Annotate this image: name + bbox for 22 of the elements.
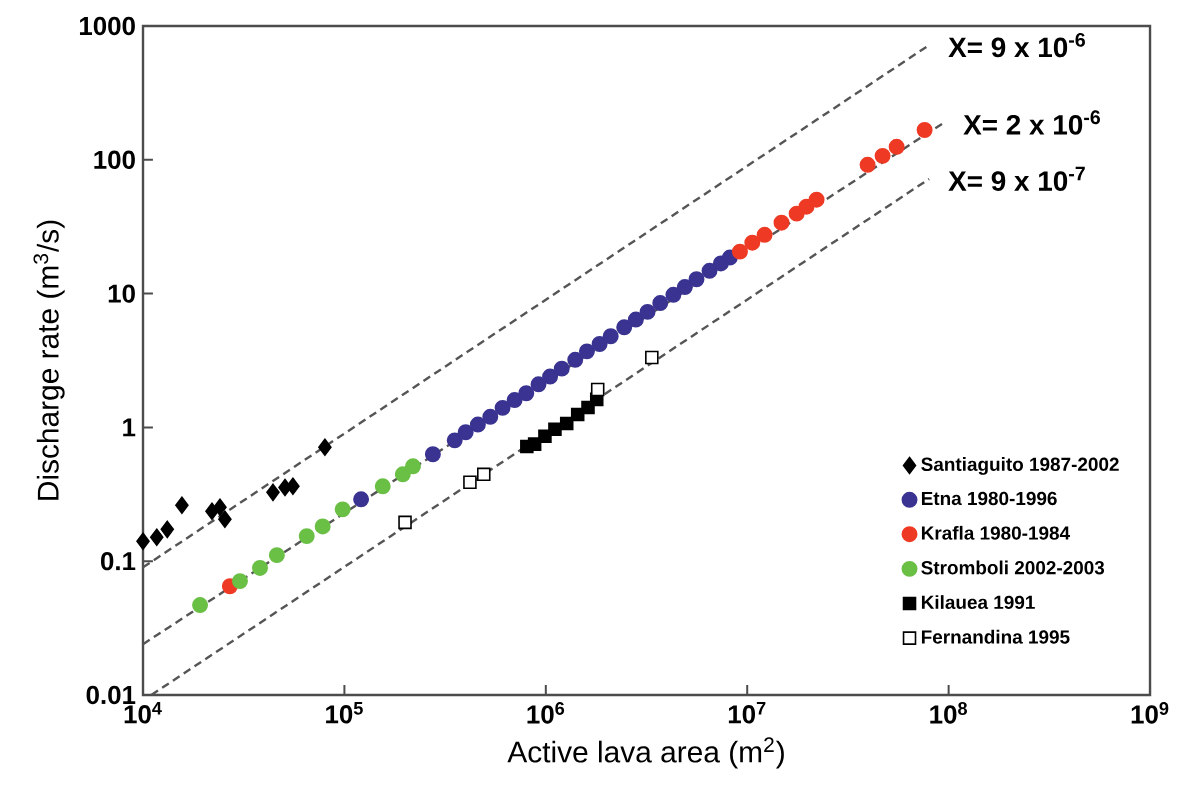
y-tick-label: 1 (123, 418, 136, 437)
y-axis-title: Discharge rate (m$^{3}$/s) (33, 220, 65, 500)
annotation: X= 9 x 10$^{-6}$ (948, 32, 1085, 58)
annotation: X= 2 x 10$^{-6}$ (963, 110, 1100, 135)
legend-label: Santiaguito 1987-2002 (921, 457, 1119, 475)
x-tick-label: 10$^{9}$ (1131, 702, 1169, 724)
x-axis-title: Active lava area (m$^{2}$) (507, 737, 784, 769)
x-tick-label: 10$^{7}$ (728, 702, 766, 724)
x-tick-label: 10$^{6}$ (527, 702, 565, 724)
y-tick-label: 0.01 (86, 685, 136, 705)
legend-label: Krafla 1980-1984 (921, 525, 1070, 540)
y-tick-label: 100 (94, 150, 135, 169)
legend-label: Kilauea 1991 (921, 595, 1035, 610)
y-tick-label: 1000 (79, 16, 135, 36)
legend-label: Fernandina 1995 (921, 629, 1070, 644)
annotation: X= 9 x 10$^{-7}$ (948, 166, 1085, 191)
y-tick-label: 0.1 (100, 552, 136, 571)
legend-label: Stromboli 2002-2003 (921, 560, 1105, 575)
x-tick-label: 10$^{8}$ (930, 702, 968, 724)
x-tick-label: 10$^{5}$ (326, 702, 363, 724)
legend-label: Etna 1980-1996 (921, 491, 1057, 506)
y-tick-label: 10 (108, 284, 135, 303)
